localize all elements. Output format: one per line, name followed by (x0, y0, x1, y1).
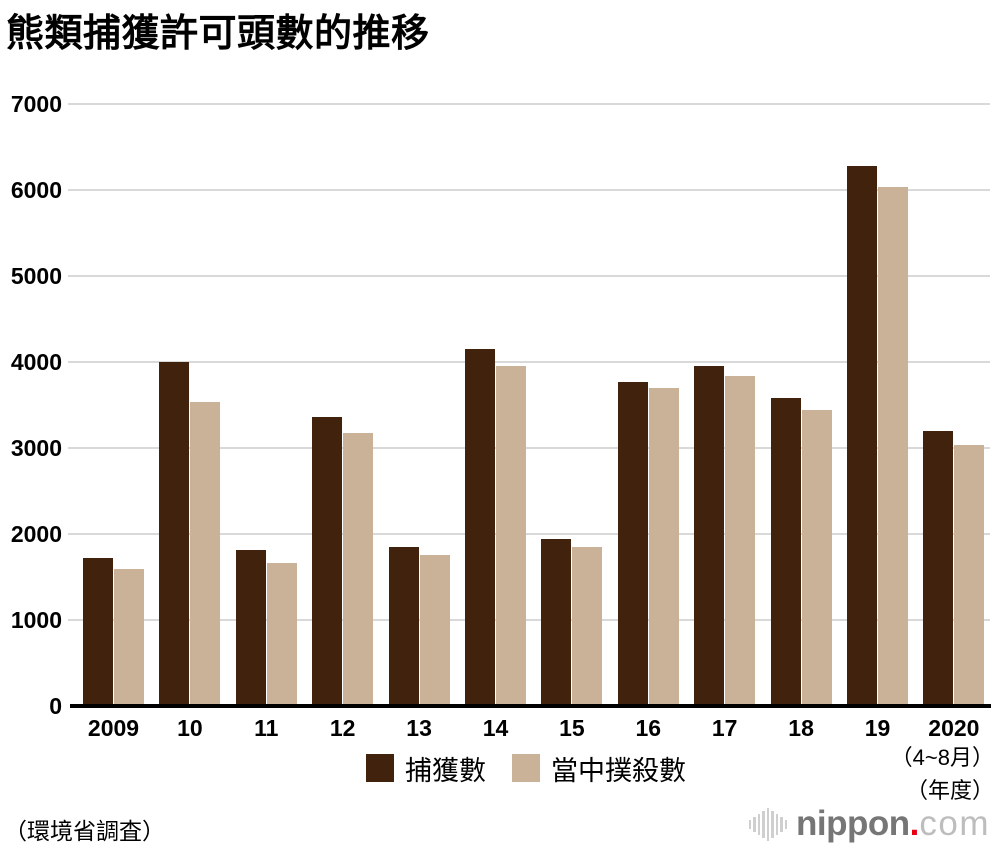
bar-culled-13 (419, 554, 450, 706)
y-tick-label-7000: 7000 (10, 91, 62, 117)
bar-culled-14 (496, 366, 526, 706)
bar-captured-13 (388, 546, 419, 706)
bar-culled-11 (266, 563, 297, 706)
bar-captured-12 (312, 417, 343, 706)
bar-culled-2009 (114, 569, 144, 706)
bar-captured-15 (541, 539, 572, 706)
source-note: （環境省調査） (4, 818, 165, 844)
bar-captured-2009 (83, 558, 113, 706)
legend-swatch-captured (366, 754, 394, 782)
bar-captured-19 (847, 165, 877, 706)
bar-captured-10 (159, 362, 190, 706)
gridline-3000 (68, 447, 990, 449)
bar-captured-18 (770, 398, 801, 706)
x-tick-label-16: 16 (635, 715, 662, 741)
x-tick-label-15: 15 (559, 715, 585, 741)
chart-title: 熊類捕獲許可頭數的推移 (6, 13, 430, 55)
gridline-6000 (68, 189, 990, 191)
bar-culled-15 (572, 546, 603, 706)
logo-brand-text: nippon (796, 804, 910, 843)
x-axis-line (70, 704, 991, 708)
bar-culled-19 (878, 186, 908, 706)
x-tick-label-18: 18 (788, 715, 814, 741)
x-tick-label-13: 13 (406, 715, 432, 741)
legend-item-culled: 當中撲殺數 (512, 749, 686, 788)
gridline-4000 (68, 361, 990, 363)
bar-captured-2020 (923, 430, 954, 706)
gridline-2000 (68, 533, 990, 535)
legend-swatch-culled (512, 754, 540, 782)
gridline-7000 (68, 103, 990, 105)
y-tick-label-4000: 4000 (10, 349, 62, 375)
waveform-icon (748, 807, 788, 841)
gridline-5000 (68, 275, 990, 277)
bar-culled-10 (190, 401, 221, 706)
gridline-1000 (68, 619, 990, 621)
y-tick-label-3000: 3000 (10, 435, 62, 461)
bar-captured-14 (465, 349, 495, 706)
bar-culled-18 (801, 410, 832, 706)
x-axis-note-unit: （年度） (905, 778, 994, 803)
bar-captured-11 (235, 550, 266, 706)
x-tick-label-11: 11 (254, 715, 279, 741)
x-tick-label-17: 17 (711, 715, 738, 741)
x-tick-label-19: 19 (864, 715, 891, 741)
legend-label-captured: 捕獲數 (405, 755, 486, 786)
x-tick-label-10: 10 (177, 715, 203, 741)
legend-item-captured: 捕獲數 (366, 749, 486, 788)
nippon-logo: nippon. com (748, 804, 990, 844)
x-tick-label-2020: 2020 (928, 715, 980, 741)
chart-legend: 捕獲數 當中撲殺數 (366, 753, 686, 786)
y-tick-label-6000: 6000 (10, 177, 62, 203)
bar-captured-17 (694, 366, 725, 706)
bar-culled-12 (343, 432, 374, 706)
bar-culled-2020 (954, 445, 985, 706)
legend-label-culled: 當中撲殺數 (551, 755, 686, 786)
x-axis-note-period: （4~8月） (890, 745, 994, 770)
y-tick-label-1000: 1000 (10, 607, 62, 633)
bar-culled-16 (648, 387, 679, 706)
logo-tld-text: com (919, 804, 990, 843)
logo-red-dot: . (909, 804, 920, 843)
plot-area (68, 103, 991, 708)
bar-culled-17 (725, 375, 756, 706)
x-tick-label-14: 14 (482, 715, 509, 741)
y-tick-label-0: 0 (49, 693, 62, 719)
bar-captured-16 (617, 381, 648, 706)
y-tick-label-5000: 5000 (10, 263, 62, 289)
y-tick-label-2000: 2000 (10, 521, 62, 547)
x-tick-label-12: 12 (329, 715, 356, 741)
x-tick-label-2009: 2009 (87, 715, 140, 741)
